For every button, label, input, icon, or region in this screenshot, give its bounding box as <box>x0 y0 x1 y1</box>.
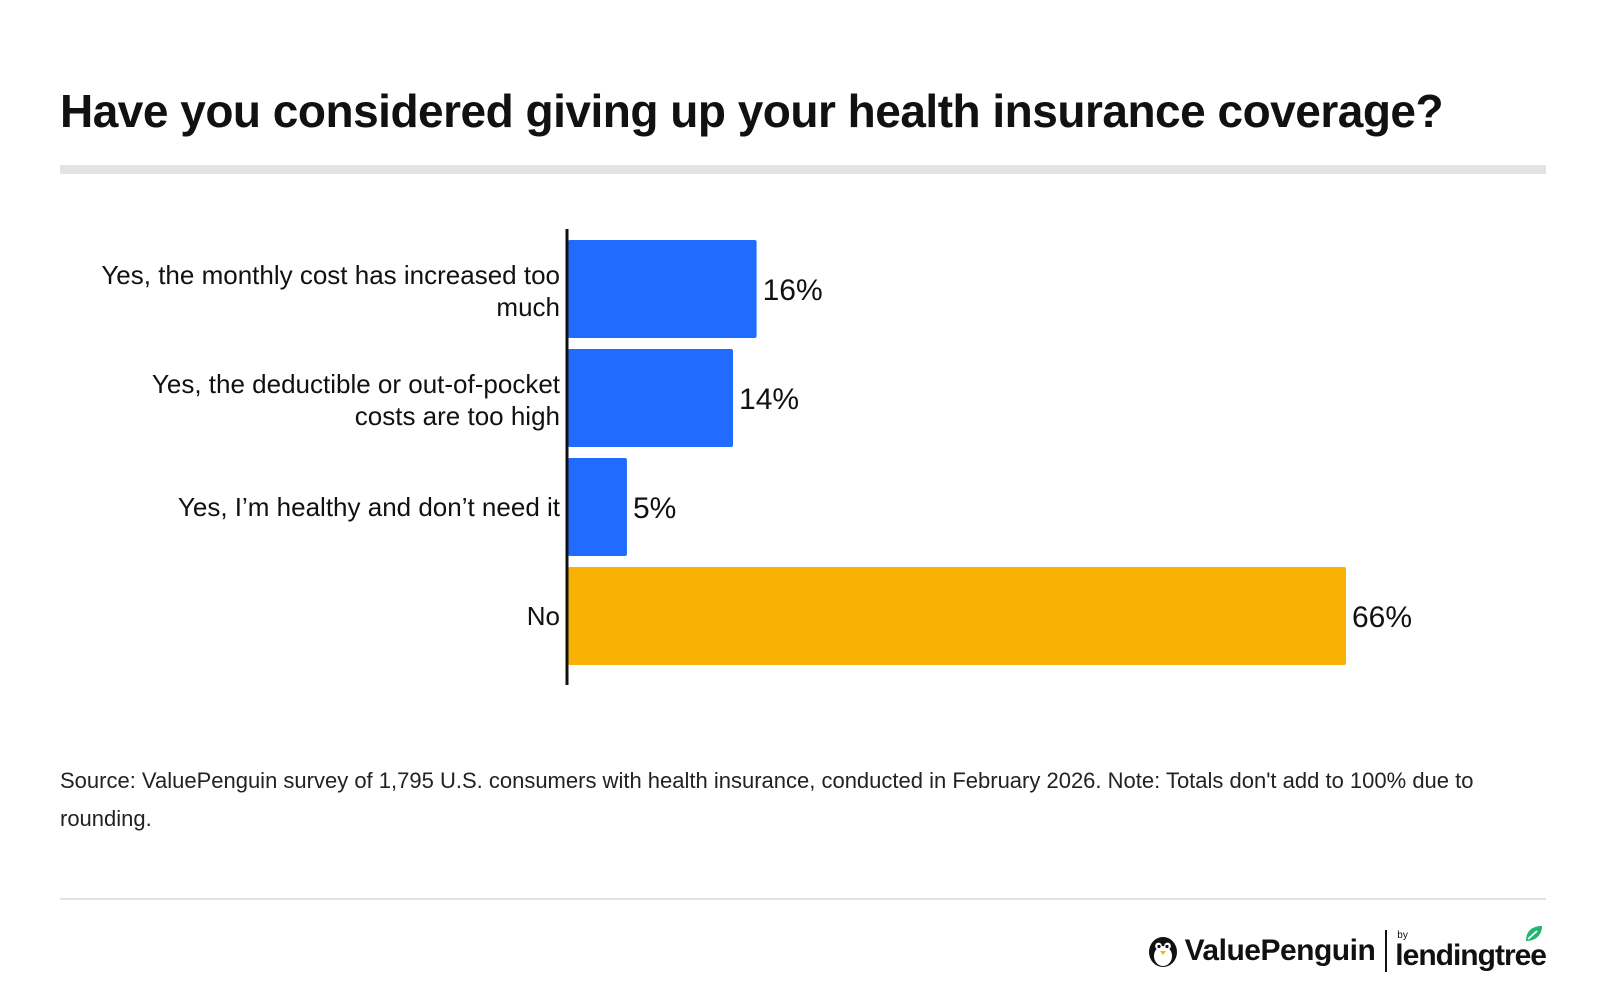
brand-logo: ValuePenguin by lendingtree <box>1147 926 1547 974</box>
category-label-1: Yes, the deductible or out-of-pocket cos… <box>151 369 560 431</box>
bar-0 <box>568 240 757 338</box>
footer-divider <box>60 898 1546 900</box>
logo-divider <box>1385 930 1388 972</box>
category-label-3: No <box>526 601 560 631</box>
bars-plot-area: 16% 14% 5% 66% <box>565 229 1412 685</box>
data-label-3: 66% <box>1352 601 1412 634</box>
bar-3 <box>568 567 1346 665</box>
category-label-0: Yes, the monthly cost has increased too … <box>101 260 560 322</box>
data-label-2: 5% <box>633 492 676 525</box>
category-label-2: Yes, I’m healthy and don’t need it <box>177 492 560 522</box>
chart-title: Have you considered giving up your healt… <box>60 85 1444 137</box>
bar-1 <box>568 349 734 447</box>
lendingtree-wordmark: lendingtree <box>1395 939 1547 972</box>
leaf-icon <box>1524 925 1544 948</box>
valuepenguin-wordmark: ValuePenguin <box>1184 934 1376 967</box>
data-label-0: 16% <box>763 274 823 307</box>
source-note: Source: ValuePenguin survey of 1,795 U.S… <box>60 768 1474 831</box>
lendingtree-logo: by lendingtree <box>1395 926 1547 972</box>
title-divider <box>60 165 1546 174</box>
bar-2 <box>568 458 627 556</box>
penguin-icon <box>1147 934 1179 968</box>
by-label: by <box>1397 930 1408 941</box>
data-label-1: 14% <box>739 383 799 416</box>
bar-chart: Yes, the monthly cost has increased too … <box>0 225 1600 705</box>
